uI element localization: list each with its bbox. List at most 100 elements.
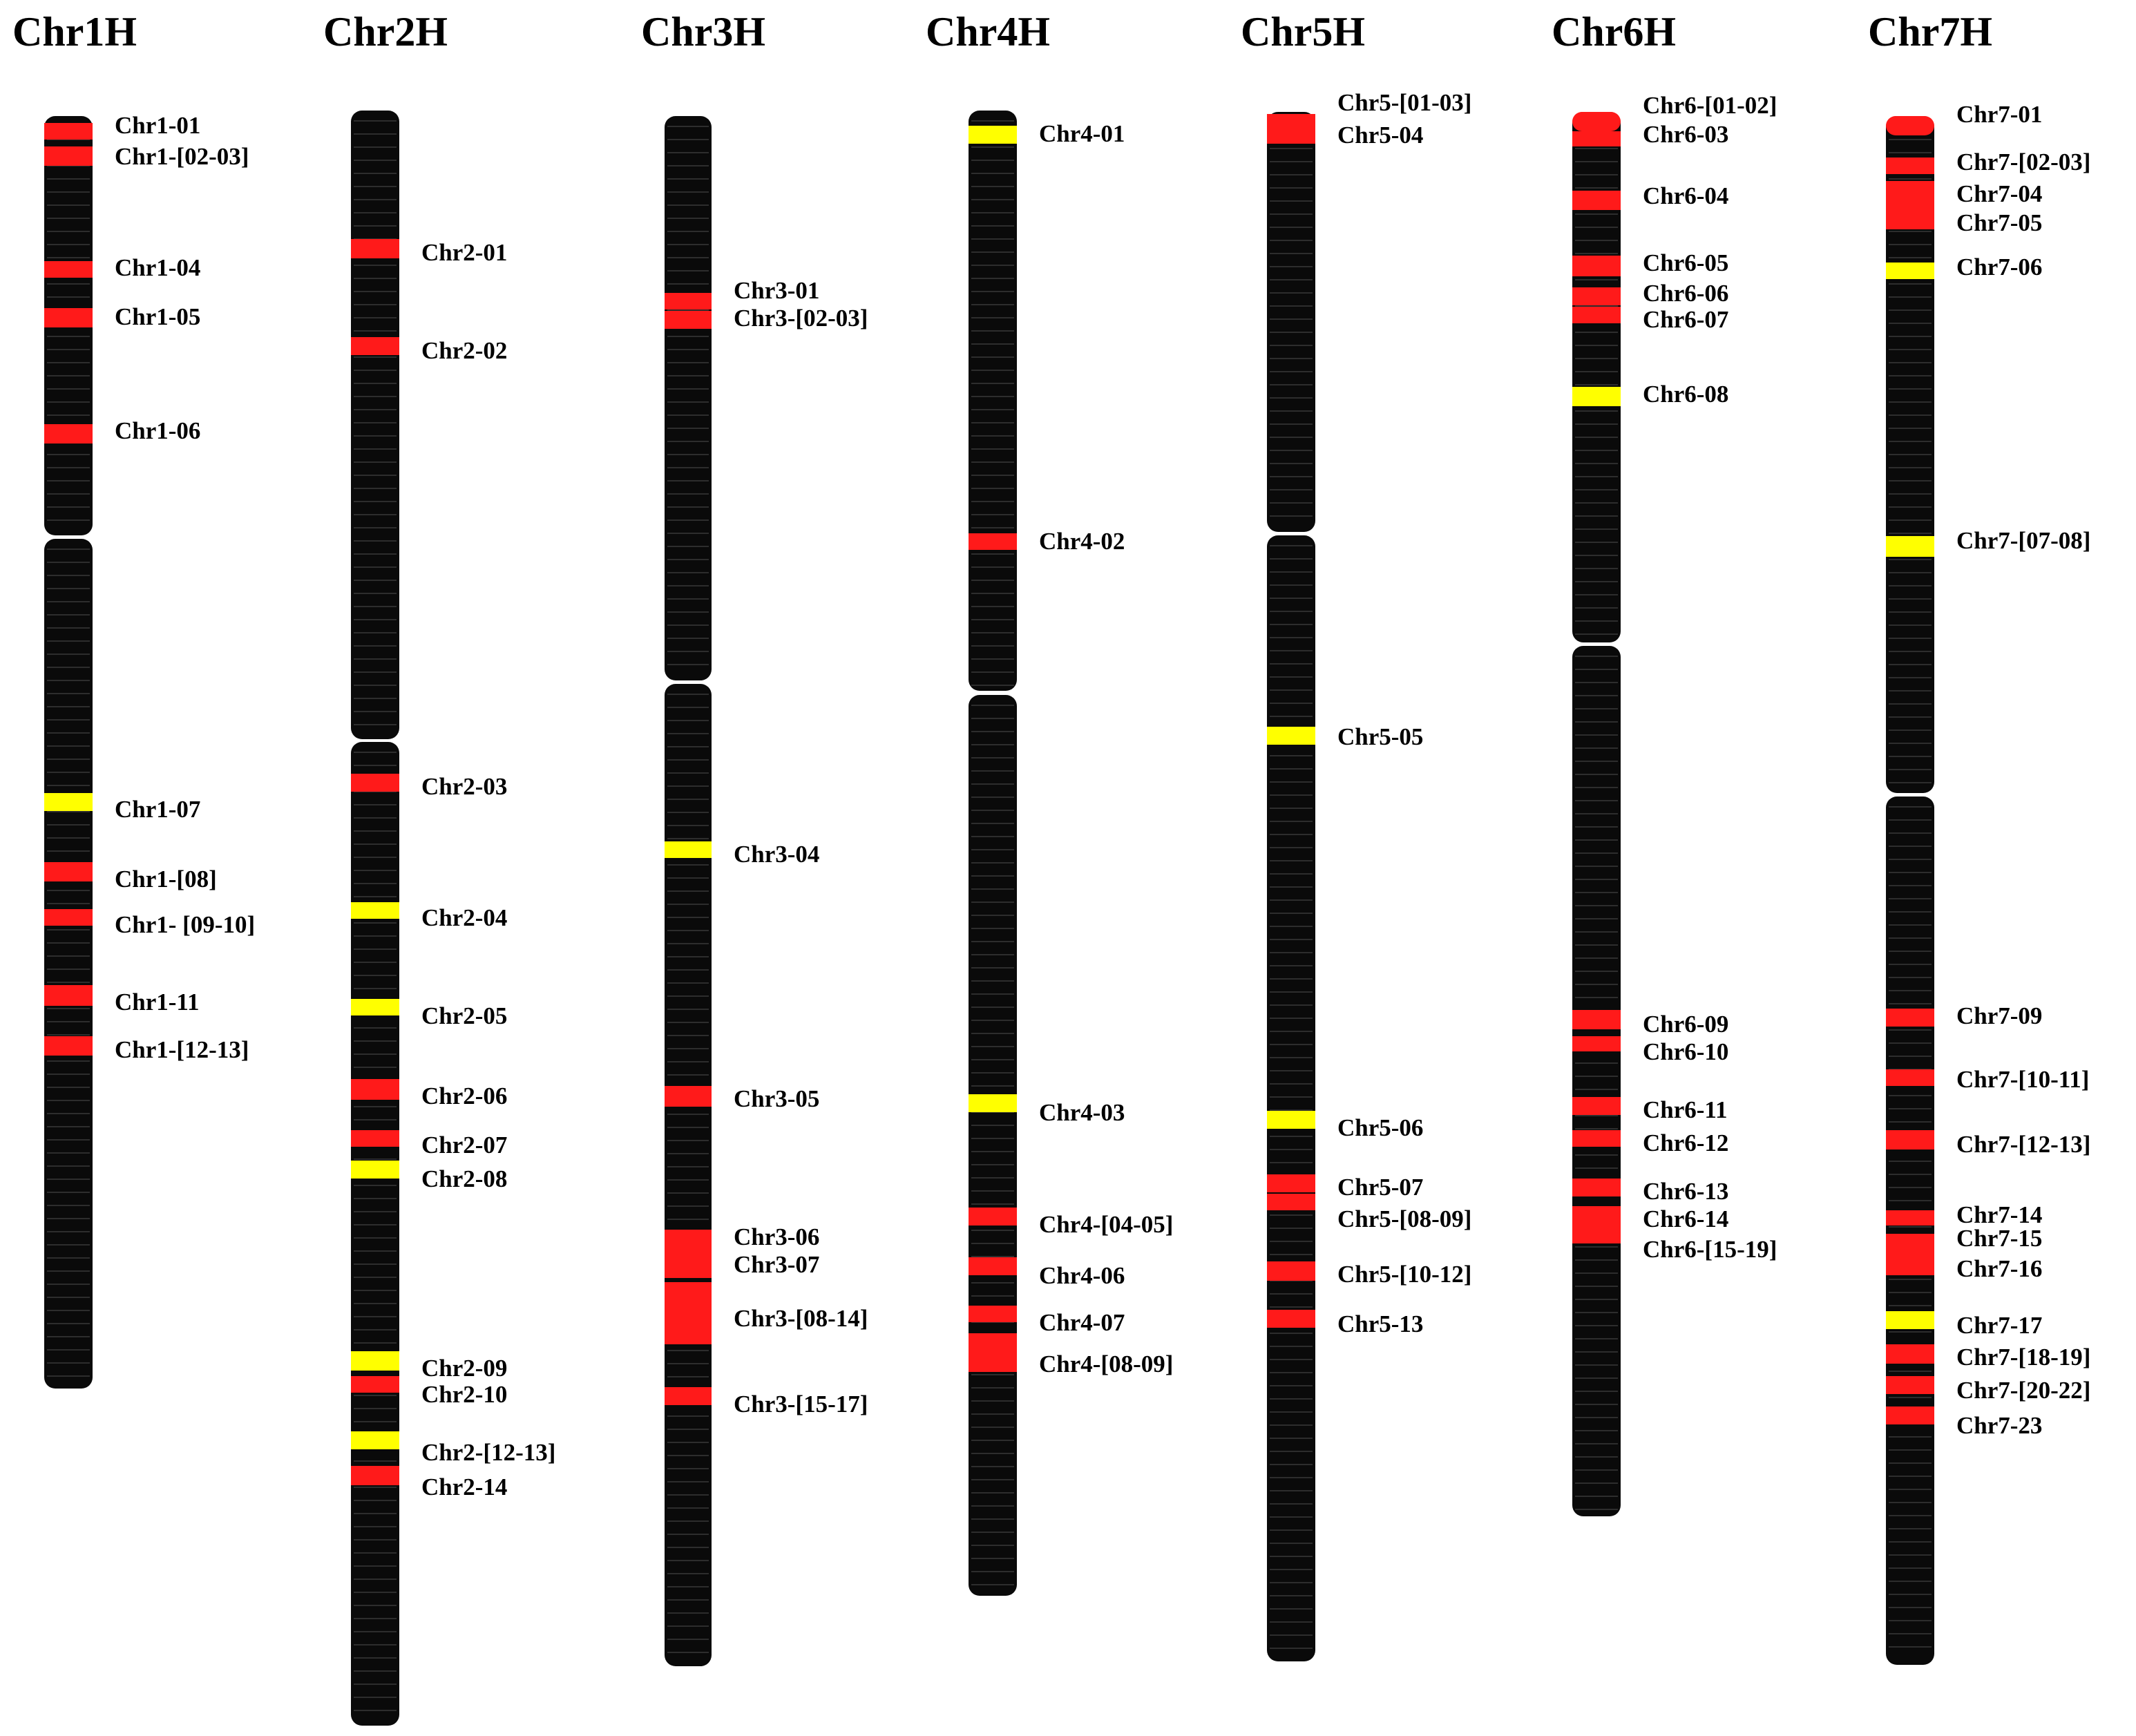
marker-band-red [44,424,93,443]
marker-label: Chr5-04 [1337,122,1423,149]
marker-band-red [1886,1406,1934,1424]
long-arm [665,684,712,1666]
chromosome-title: Chr5H [1241,9,1365,55]
marker-label: Chr2-02 [421,337,507,364]
marker-band-red [1572,1179,1621,1196]
marker-label: Chr3-[08-14] [734,1305,868,1332]
marker-label: Chr1-07 [115,796,200,823]
marker-label: Chr4-01 [1039,120,1125,147]
short-arm [1267,112,1315,532]
marker-band-red [969,1257,1017,1275]
marker-label: Chr7-23 [1956,1412,2042,1439]
marker-band-red [1572,1130,1621,1147]
long-arm [44,539,93,1389]
marker-label: Chr7-[10-11] [1956,1066,2089,1093]
marker-band-red [1572,1206,1621,1223]
short-arm [351,111,399,739]
marker-band-red [1886,1009,1934,1027]
marker-band-red [1267,130,1315,144]
marker-band-yellow [1886,1311,1934,1329]
marker-label: Chr4-06 [1039,1262,1125,1289]
marker-band-red [44,308,93,327]
marker-label: Chr2-04 [421,904,507,931]
marker-label: Chr6-08 [1643,381,1728,408]
marker-band-yellow [1267,727,1315,745]
marker-label: Chr1-05 [115,303,200,330]
marker-band-yellow [969,1094,1017,1112]
marker-band-red [665,1387,712,1405]
marker-band-red [1886,1130,1934,1150]
marker-band-red [1572,1010,1621,1029]
chromosome-chr6h: Chr6H Chr6-[01-02]Chr6-03 Chr6-04 Chr6-05 Ch… [1552,9,1777,1516]
marker-label: Chr3-04 [734,841,819,868]
marker-label: Chr1-11 [115,989,200,1015]
marker-band-red [1572,1097,1621,1115]
long-arm [1267,535,1315,1661]
marker-band-yellow [351,1431,399,1449]
marker-band-red [1572,307,1621,323]
marker-label: Chr3-01 [734,277,819,304]
marker-label: Chr5-05 [1337,723,1423,750]
marker-label: Chr3-06 [734,1223,819,1250]
marker-band-red [665,311,712,329]
marker-label: Chr3-[02-03] [734,305,868,332]
marker-label: Chr4-02 [1039,528,1125,555]
marker-band-red [1886,1249,1934,1275]
marker-band-red [1267,1194,1315,1210]
band-stripes [354,752,397,1711]
marker-band-red [1572,287,1621,305]
marker-band-red [1572,256,1621,276]
marker-band-yellow [1572,387,1621,406]
marker-band-red [44,985,93,1006]
short-arm [665,116,712,680]
marker-label: Chr5-06 [1337,1114,1423,1141]
marker-band-red [1886,1344,1934,1364]
marker-label: Chr5-07 [1337,1174,1423,1201]
marker-band-red [44,862,93,881]
marker-label: Chr7-04 [1956,180,2042,207]
marker-label: Chr4-03 [1039,1099,1125,1126]
marker-band-red [351,774,399,792]
chromosome-title: Chr3H [641,9,765,55]
long-arm [1886,797,1934,1665]
marker-band-red [351,1376,399,1393]
marker-label: Chr7-16 [1956,1255,2042,1282]
chromosome-title: Chr4H [926,9,1050,55]
marker-label: Chr1-[02-03] [115,143,249,170]
long-arm [1572,646,1621,1516]
marker-label: Chr6-05 [1643,249,1728,276]
marker-band-red [351,1466,399,1485]
band-stripes [47,549,90,1377]
marker-band-red [44,1036,93,1056]
marker-label: Chr4-07 [1039,1309,1125,1336]
marker-band-red [351,1130,399,1147]
marker-band-red [351,337,399,355]
marker-band-red [969,1306,1017,1322]
marker-band-red [1886,1376,1934,1394]
marker-label: Chr7-14 [1956,1201,2042,1228]
marker-label: Chr7-[07-08] [1956,527,2090,554]
marker-label: Chr7-01 [1956,101,2042,128]
marker-band-red [1886,1210,1934,1225]
marker-label: Chr2-01 [421,239,507,266]
marker-label: Chr7-09 [1956,1002,2042,1029]
marker-band-yellow [1267,1111,1315,1129]
marker-band-yellow [351,1161,399,1179]
marker-band-red [969,533,1017,550]
marker-label: Chr6-07 [1643,306,1728,333]
marker-band-red [1572,191,1621,210]
marker-label: Chr2-09 [421,1355,507,1382]
marker-label: Chr2-[12-13] [421,1439,555,1466]
marker-label: Chr7-[12-13] [1956,1131,2090,1158]
chromosome-chr4h: Chr4H Chr4-01 Chr4-02 Chr4-03 Chr4-[04-05] Ch… [926,9,1173,1596]
marker-band-red [1886,116,1934,135]
marker-label: Chr7-05 [1956,209,2042,236]
marker-label: Chr2-06 [421,1082,507,1109]
marker-band-yellow [351,1351,399,1371]
marker-band-red [969,1333,1017,1372]
marker-band-yellow [1886,263,1934,279]
band-stripes [354,120,397,725]
